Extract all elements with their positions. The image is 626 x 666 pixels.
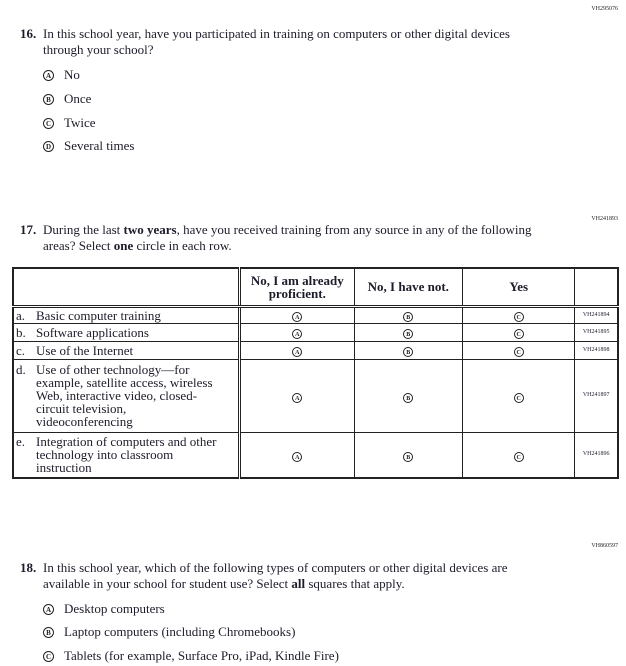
table-row: a. Basic computer training A B C VH241894 xyxy=(12,305,619,324)
column-header: No, I have not. xyxy=(353,267,464,308)
response-cell: B xyxy=(353,322,464,342)
option-desktop[interactable]: A Desktop computers xyxy=(43,600,165,616)
item-code: VH241893 xyxy=(591,216,618,222)
response-cell: B xyxy=(353,340,464,360)
bubble-a-icon[interactable]: A xyxy=(292,312,303,322)
item-code: VH295076 xyxy=(591,6,618,12)
bubble-c-icon[interactable]: C xyxy=(43,117,54,129)
question-18: 18. In this school year, which of the fo… xyxy=(20,560,540,592)
response-cell: A xyxy=(238,358,355,433)
response-cell: A xyxy=(238,340,355,360)
table-row: e. Integration of computers and other tec… xyxy=(12,431,619,479)
table-row: b. Software applications A B C VH241895 xyxy=(12,322,619,342)
row-label: d. Use of other technology—for example, s… xyxy=(12,358,241,433)
bubble-b-icon[interactable]: B xyxy=(403,347,414,357)
response-cell: B xyxy=(353,431,464,479)
option-several-times[interactable]: D Several times xyxy=(43,137,134,153)
item-code: VH860597 xyxy=(591,543,618,549)
training-grid: No, I am already proficient. No, I have … xyxy=(12,267,619,479)
row-label: a. Basic computer training xyxy=(12,305,241,324)
response-cell: C xyxy=(462,358,576,433)
bubble-b-icon[interactable]: B xyxy=(43,93,54,105)
row-code: VH241898 xyxy=(574,340,619,360)
table-row: d. Use of other technology—for example, s… xyxy=(12,358,619,433)
bubble-a-icon[interactable]: A xyxy=(292,329,303,339)
bubble-c-icon[interactable]: C xyxy=(513,347,524,357)
option-twice[interactable]: C Twice xyxy=(43,114,96,130)
row-label: b. Software applications xyxy=(12,322,241,342)
bubble-c-icon[interactable]: C xyxy=(513,329,524,339)
bubble-a-icon[interactable]: A xyxy=(292,392,303,403)
row-code: VH241894 xyxy=(574,305,619,324)
question-number: 17. xyxy=(20,222,37,237)
bubble-b-icon[interactable]: B xyxy=(43,626,54,638)
question-text: In this school year, have you participat… xyxy=(43,26,510,57)
bubble-a-icon[interactable]: A xyxy=(292,347,303,357)
bubble-b-icon[interactable]: B xyxy=(403,312,414,322)
row-code: VH241895 xyxy=(574,322,619,342)
bubble-c-icon[interactable]: C xyxy=(513,312,524,322)
column-header: Yes xyxy=(462,267,576,308)
bubble-c-icon[interactable]: C xyxy=(43,650,54,662)
blank-header xyxy=(574,267,619,308)
row-code: VH241896 xyxy=(574,431,619,479)
option-label: Tablets (for example, Surface Pro, iPad,… xyxy=(64,648,339,664)
option-once[interactable]: B Once xyxy=(43,90,91,106)
response-cell: C xyxy=(462,322,576,342)
response-cell: A xyxy=(238,305,355,324)
bubble-c-icon[interactable]: C xyxy=(513,451,524,462)
option-label: Desktop computers xyxy=(64,601,165,617)
table-row: c. Use of the Internet A B C VH241898 xyxy=(12,340,619,360)
question-text: In this school year, which of the follow… xyxy=(43,560,508,591)
response-cell: A xyxy=(238,322,355,342)
question-text: During the last two years, have you rece… xyxy=(43,222,532,253)
bubble-a-icon[interactable]: A xyxy=(43,69,54,81)
option-no[interactable]: A No xyxy=(43,66,80,82)
option-label: Once xyxy=(64,91,92,107)
option-label: Several times xyxy=(64,138,135,154)
row-code: VH241897 xyxy=(574,358,619,433)
response-cell: B xyxy=(353,305,464,324)
option-label: No xyxy=(64,67,80,83)
question-16: 16. In this school year, have you partic… xyxy=(20,26,540,58)
option-laptop[interactable]: B Laptop computers (including Chromebooks… xyxy=(43,623,295,639)
bubble-a-icon[interactable]: A xyxy=(43,603,54,615)
response-cell: C xyxy=(462,340,576,360)
bubble-b-icon[interactable]: B xyxy=(403,392,414,403)
bubble-b-icon[interactable]: B xyxy=(403,329,414,339)
bubble-d-icon[interactable]: D xyxy=(43,140,54,152)
bubble-b-icon[interactable]: B xyxy=(403,451,414,462)
option-label: Laptop computers (including Chromebooks) xyxy=(64,624,296,640)
question-17: 17. During the last two years, have you … xyxy=(20,222,540,254)
blank-header xyxy=(12,267,241,308)
response-cell: C xyxy=(462,431,576,479)
column-header: No, I am already proficient. xyxy=(238,267,355,308)
bubble-a-icon[interactable]: A xyxy=(292,451,303,462)
response-cell: A xyxy=(238,431,355,479)
response-cell: C xyxy=(462,305,576,324)
option-label: Twice xyxy=(64,115,96,131)
response-cell: B xyxy=(353,358,464,433)
option-tablets[interactable]: C Tablets (for example, Surface Pro, iPad… xyxy=(43,647,339,663)
question-number: 18. xyxy=(20,560,37,575)
bubble-c-icon[interactable]: C xyxy=(513,392,524,403)
row-label: e. Integration of computers and other tec… xyxy=(12,431,241,479)
question-number: 16. xyxy=(20,26,37,41)
row-label: c. Use of the Internet xyxy=(12,340,241,360)
